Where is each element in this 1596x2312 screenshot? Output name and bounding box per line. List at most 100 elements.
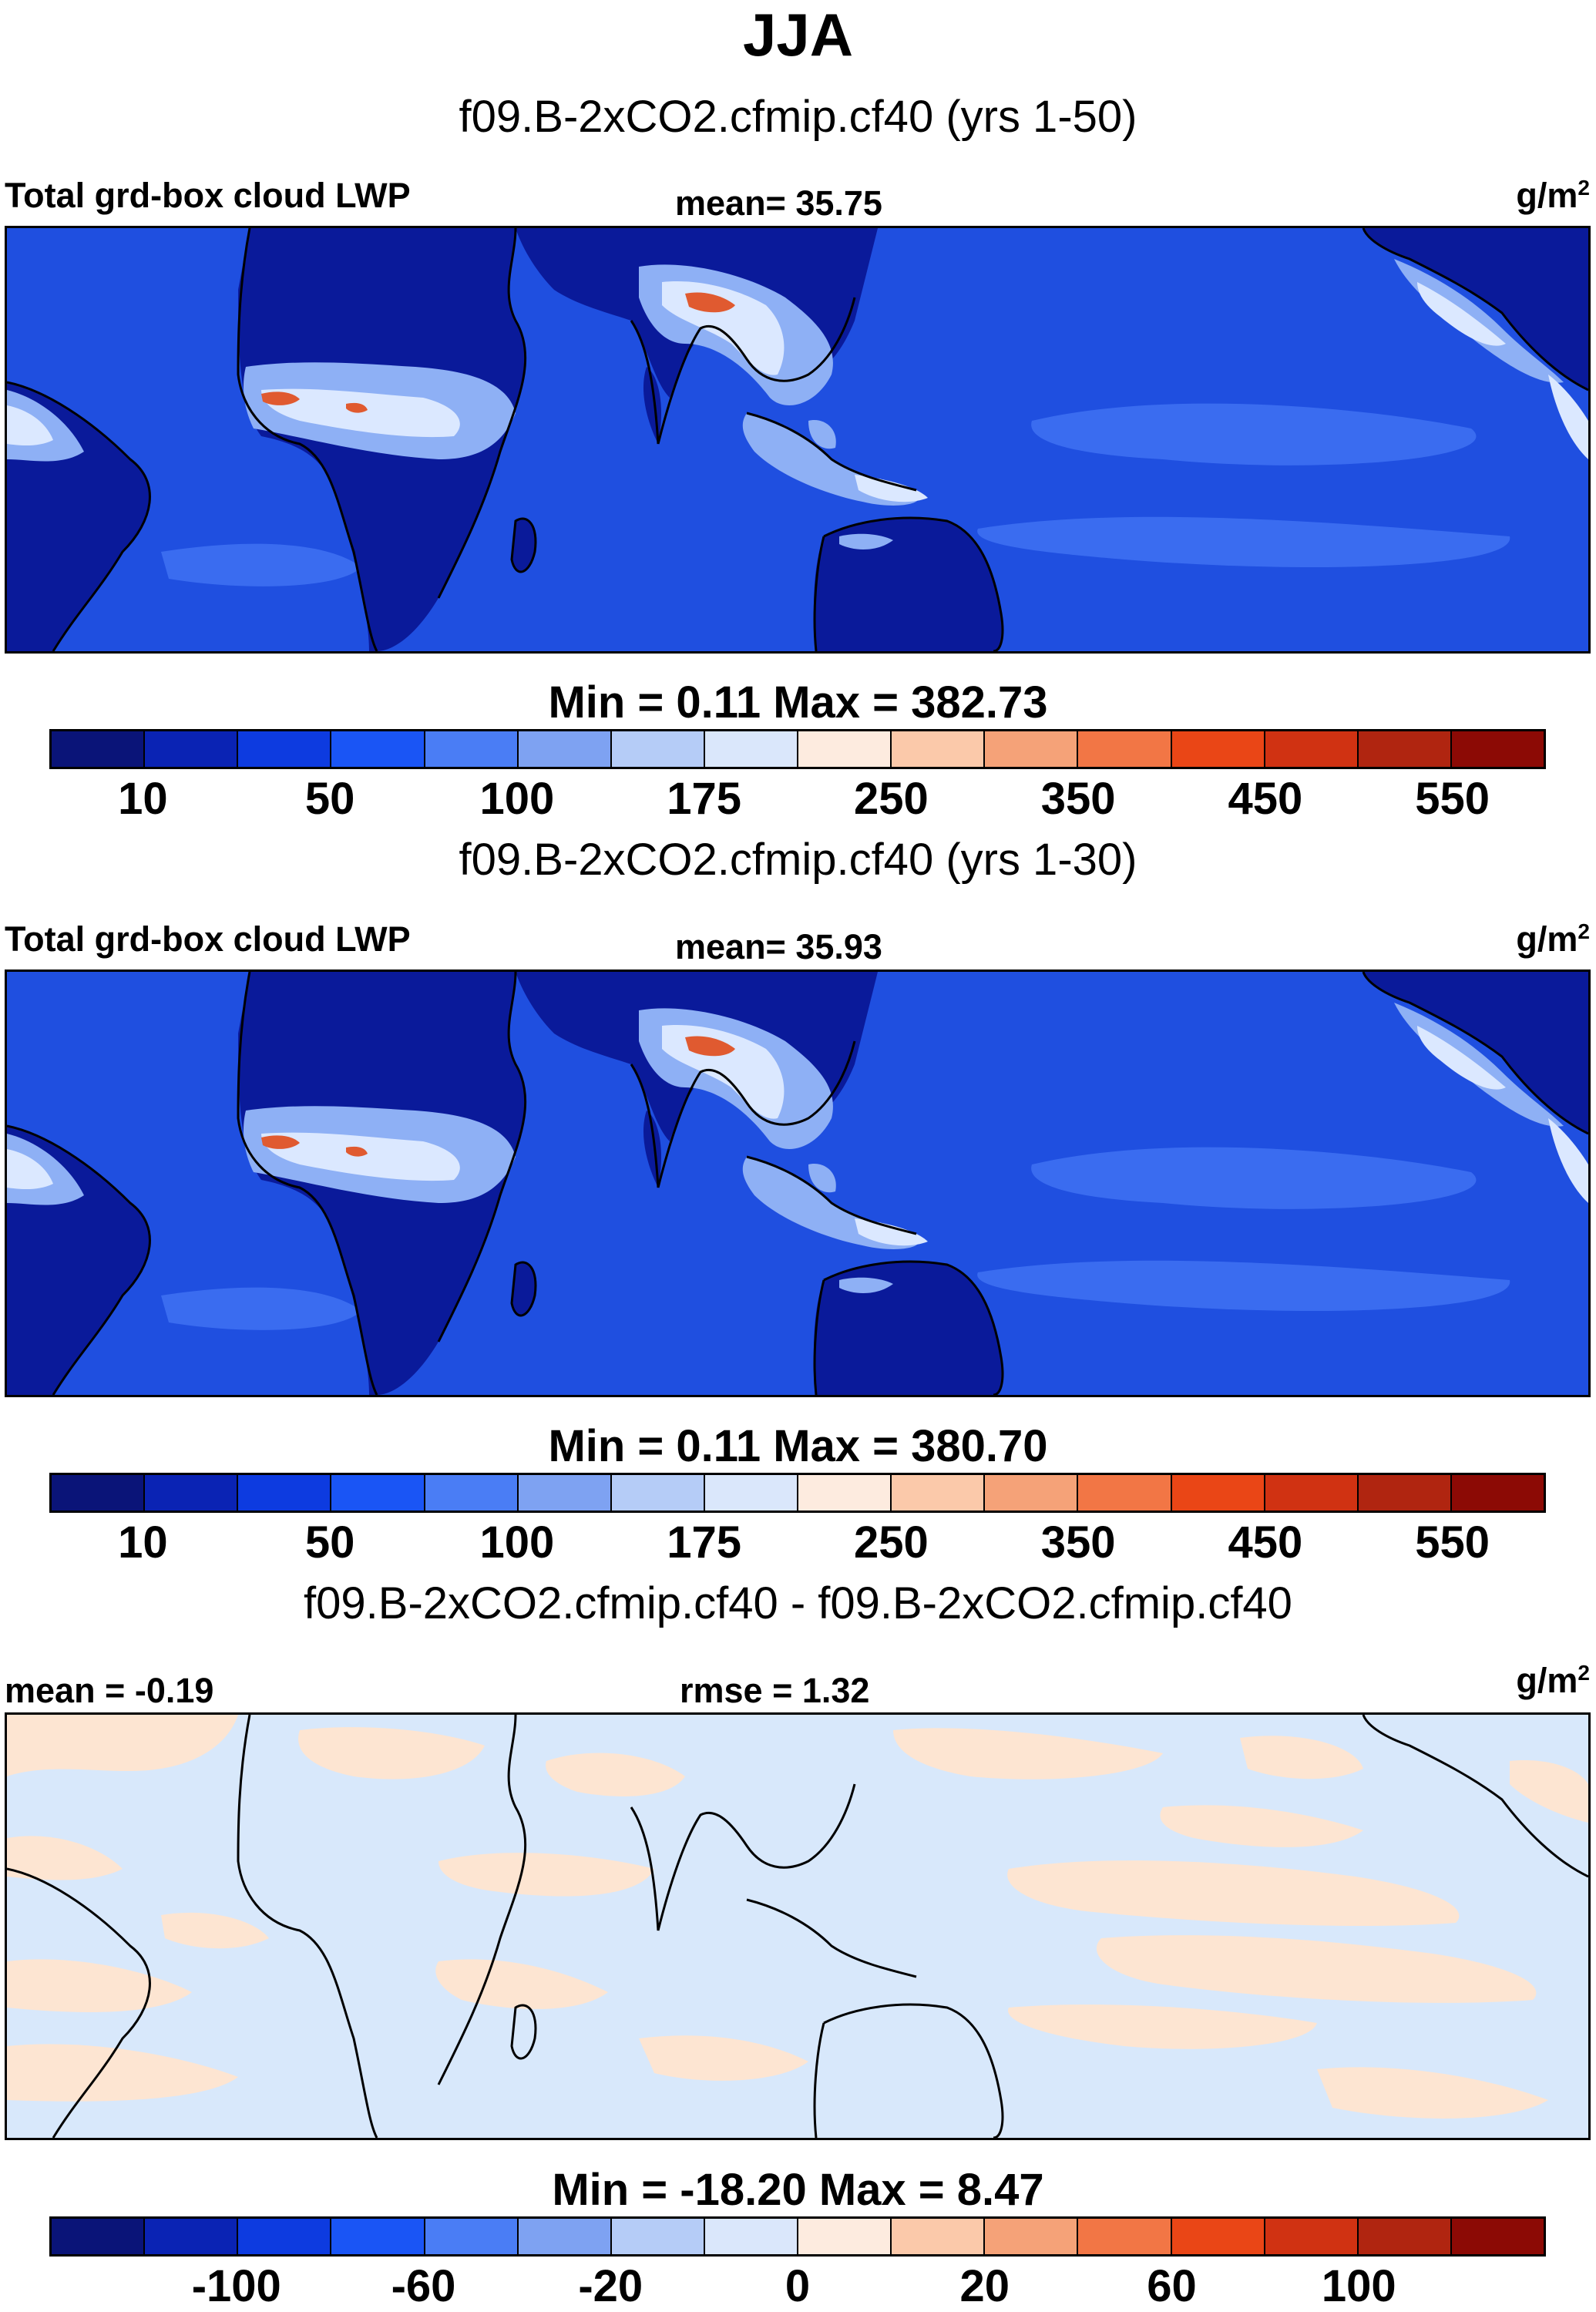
colorbar-box (1171, 1475, 1265, 1511)
colorbar-box (1078, 731, 1172, 767)
colorbar-tick-label: -20 (578, 2261, 643, 2311)
colorbar-box (425, 1475, 519, 1511)
colorbar-tick-label: 20 (959, 2261, 1010, 2311)
panel-1-colorbar (49, 729, 1546, 769)
panel-3-units-label: g/m2 (1516, 1661, 1590, 1700)
colorbar-box (704, 2219, 798, 2254)
madagascar-land (512, 1262, 536, 1316)
colorbar-tick-label: 250 (853, 1517, 929, 1568)
colorbar-tick-label: 0 (785, 2261, 811, 2311)
colorbar-box (611, 2219, 705, 2254)
colorbar-box (145, 731, 239, 767)
colorbar-box (892, 2219, 986, 2254)
panel-3-colorbar (49, 2216, 1546, 2257)
colorbar-box (1451, 731, 1544, 767)
panel-1-variable-label: Total grd-box cloud LWP (5, 176, 411, 215)
colorbar-tick-label: 60 (1147, 2261, 1197, 2311)
colorbar-box (892, 731, 986, 767)
panel-1-map-canvas (7, 228, 1588, 651)
central-america-land (1363, 972, 1588, 1134)
panel-3-colorbar-ticks: -100 -60 -20 0 20 60 100 (49, 2260, 1546, 2311)
colorbar-box (518, 2219, 612, 2254)
panel-1-minmax: Min = 0.11 Max = 382.73 (548, 677, 1048, 728)
colorbar-box (1171, 2219, 1265, 2254)
colorbar-tick-label: 550 (1415, 774, 1490, 824)
colorbar-box (238, 1475, 332, 1511)
colorbar-box (1358, 731, 1452, 767)
colorbar-tick-label: 100 (479, 774, 555, 824)
figure-title: JJA (742, 1, 854, 69)
panel-3-rmse-label: rmse = 1.32 (680, 1671, 870, 1710)
colorbar-tick-label: 175 (667, 774, 742, 824)
colorbar-box (985, 731, 1079, 767)
colorbar-box (985, 2219, 1079, 2254)
panel-1-mean-label: mean= 35.75 (675, 183, 882, 223)
colorbar-box (611, 1475, 705, 1511)
colorbar-box (425, 731, 519, 767)
panel-1-map (5, 226, 1591, 654)
panel-2-map (5, 969, 1591, 1397)
colorbar-box (1078, 1475, 1172, 1511)
colorbar-tick-label: 50 (304, 774, 355, 824)
madagascar-land (512, 518, 536, 573)
panel-2-mean-label: mean= 35.93 (675, 927, 882, 966)
colorbar-box (985, 1475, 1079, 1511)
colorbar-tick-label: 10 (118, 1517, 168, 1568)
colorbar-box (798, 1475, 892, 1511)
colorbar-tick-label: 50 (304, 1517, 355, 1568)
panel-2-case-title: f09.B-2xCO2.cfmip.cf40 (yrs 1-30) (459, 835, 1137, 885)
panel-1-units-label: g/m2 (1516, 176, 1590, 215)
colorbar-box (238, 731, 332, 767)
colorbar-tick-label: 350 (1040, 774, 1116, 824)
panel-2-variable-label: Total grd-box cloud LWP (5, 919, 411, 959)
colorbar-box (798, 2219, 892, 2254)
colorbar-box (704, 1475, 798, 1511)
panel-3-minmax: Min = -18.20 Max = 8.47 (552, 2165, 1044, 2215)
colorbar-box (1358, 2219, 1452, 2254)
colorbar-tick-label: 550 (1415, 1517, 1490, 1568)
colorbar-box (238, 2219, 332, 2254)
colorbar-box (518, 731, 612, 767)
colorbar-box (331, 731, 425, 767)
colorbar-box (331, 2219, 425, 2254)
colorbar-box (1451, 2219, 1544, 2254)
colorbar-tick-label: 250 (853, 774, 929, 824)
colorbar-box (1265, 2219, 1359, 2254)
central-america-land (1363, 228, 1588, 390)
colorbar-box (611, 731, 705, 767)
panel-2-colorbar-ticks: 10 50 100 175 250 350 450 550 (49, 1517, 1546, 1568)
panel-2-colorbar (49, 1473, 1546, 1513)
panel-3-map (5, 1712, 1591, 2140)
colorbar-box (1265, 1475, 1359, 1511)
colorbar-box (1265, 731, 1359, 767)
panel-2-map-canvas (7, 972, 1588, 1395)
colorbar-box (518, 1475, 612, 1511)
colorbar-box (145, 2219, 239, 2254)
colorbar-tick-label: -60 (391, 2261, 456, 2311)
colorbar-box (52, 1475, 146, 1511)
colorbar-tick-label: 175 (667, 1517, 742, 1568)
colorbar-box (331, 1475, 425, 1511)
colorbar-tick-label: 100 (1321, 2261, 1396, 2311)
colorbar-box (1078, 2219, 1172, 2254)
colorbar-tick-label: -100 (191, 2261, 281, 2311)
panel-3-map-canvas (7, 1715, 1588, 2138)
colorbar-box (798, 731, 892, 767)
colorbar-box (892, 1475, 986, 1511)
panel-2-minmax: Min = 0.11 Max = 380.70 (548, 1421, 1048, 1471)
colorbar-box (1451, 1475, 1544, 1511)
panel-1-case-title: f09.B-2xCO2.cfmip.cf40 (yrs 1-50) (459, 92, 1137, 142)
colorbar-box (1171, 731, 1265, 767)
colorbar-box (1358, 1475, 1452, 1511)
australia-land (814, 1262, 1003, 1395)
colorbar-box (52, 2219, 146, 2254)
australia-land (814, 518, 1003, 651)
colorbar-tick-label: 100 (479, 1517, 555, 1568)
colorbar-box (425, 2219, 519, 2254)
colorbar-tick-label: 450 (1228, 1517, 1303, 1568)
colorbar-box (52, 731, 146, 767)
panel-2-units-label: g/m2 (1516, 919, 1590, 959)
panel-3-mean-label: mean = -0.19 (5, 1671, 214, 1710)
colorbar-box (145, 1475, 239, 1511)
colorbar-tick-label: 350 (1040, 1517, 1116, 1568)
